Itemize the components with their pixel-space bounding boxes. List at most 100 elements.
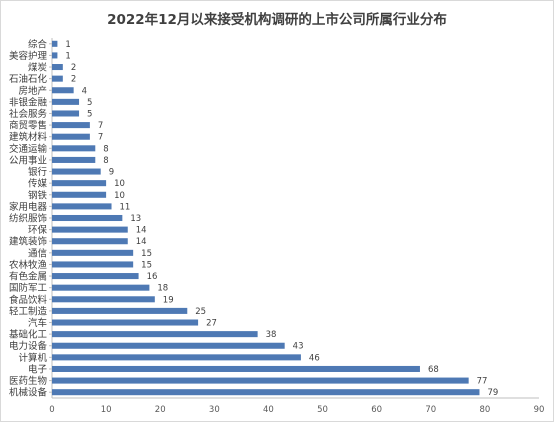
- bar: [52, 156, 96, 163]
- value-label: 9: [109, 168, 114, 178]
- category-label: 房地产: [18, 85, 47, 97]
- category-label: 建筑装饰: [9, 236, 47, 248]
- value-label: 25: [195, 307, 206, 317]
- category-label: 食品饮料: [9, 294, 48, 306]
- bar: [52, 133, 90, 140]
- category-label: 社会服务: [9, 108, 48, 120]
- value-label: 19: [163, 295, 174, 305]
- value-label: 1: [65, 40, 70, 50]
- value-label: 13: [130, 214, 141, 224]
- x-tick-label: 40: [263, 405, 274, 415]
- bar: [52, 238, 128, 245]
- bar: [52, 249, 134, 256]
- category-label: 基础化工: [9, 329, 48, 341]
- category-label: 建筑材料: [9, 131, 48, 143]
- x-tick-label: 60: [371, 405, 382, 415]
- value-label: 5: [87, 109, 92, 119]
- x-tick-label: 30: [209, 405, 220, 415]
- category-label: 通信: [28, 247, 47, 259]
- category-label: 国防军工: [9, 282, 48, 294]
- value-label: 27: [206, 319, 217, 329]
- category-label: 环保: [28, 224, 48, 236]
- bar: [52, 284, 150, 291]
- bar: [52, 319, 199, 326]
- category-label: 银行: [28, 166, 48, 178]
- bar: [52, 191, 107, 198]
- value-label: 1: [65, 51, 70, 61]
- bar: [52, 296, 155, 303]
- category-label: 计算机: [18, 352, 47, 364]
- bar: [52, 365, 420, 372]
- chart-title: 2022年12月以来接受机构调研的上市公司所属行业分布: [107, 12, 447, 28]
- value-label: 11: [120, 202, 131, 212]
- category-label: 家用电器: [9, 201, 48, 213]
- category-label: 综合: [28, 38, 48, 50]
- bar: [52, 145, 96, 152]
- bar: [52, 307, 188, 314]
- value-label: 7: [98, 133, 103, 143]
- value-label: 68: [428, 365, 439, 375]
- bar: [52, 122, 90, 129]
- value-label: 79: [487, 388, 498, 398]
- category-label: 传媒: [28, 178, 48, 190]
- x-tick-label: 90: [534, 405, 545, 415]
- bar: [52, 273, 139, 280]
- value-label: 2: [71, 75, 76, 85]
- category-label: 公用事业: [9, 154, 47, 166]
- category-label: 电力设备: [9, 340, 48, 352]
- value-label: 16: [147, 272, 158, 282]
- bar: [52, 342, 285, 349]
- bar: [52, 180, 107, 187]
- category-label: 轻工制造: [9, 305, 48, 317]
- category-label: 有色金属: [9, 271, 47, 283]
- value-label: 8: [103, 156, 108, 166]
- x-tick-label: 0: [49, 405, 54, 415]
- bar: [52, 214, 123, 222]
- category-label: 农林牧渔: [9, 259, 48, 271]
- value-label: 2: [71, 63, 76, 73]
- x-tick-label: 70: [425, 405, 436, 415]
- bar: [52, 389, 480, 396]
- value-label: 15: [141, 249, 152, 259]
- bar: [52, 226, 128, 233]
- value-label: 14: [136, 226, 147, 236]
- bar: [52, 203, 112, 210]
- value-label: 38: [266, 330, 277, 340]
- category-label: 美容护理: [9, 50, 48, 62]
- bar: [52, 110, 80, 117]
- bar: [52, 168, 101, 175]
- bar: [52, 98, 80, 105]
- x-tick-label: 80: [479, 405, 490, 415]
- category-label: 医药生物: [9, 375, 48, 387]
- bar: [52, 52, 58, 59]
- bar: [52, 261, 134, 268]
- bar: [52, 377, 469, 384]
- category-label: 纺织服饰: [9, 213, 47, 225]
- value-label: 43: [293, 342, 304, 352]
- bar: [52, 64, 63, 71]
- category-label: 汽车: [28, 317, 47, 329]
- value-label: 46: [309, 353, 320, 363]
- category-label: 钢铁: [28, 189, 48, 201]
- category-label: 商贸零售: [9, 120, 47, 132]
- value-label: 18: [157, 284, 168, 294]
- value-label: 77: [477, 377, 488, 387]
- value-label: 7: [98, 121, 103, 131]
- value-label: 5: [87, 98, 92, 108]
- category-label: 煤炭: [28, 62, 48, 74]
- bar: [52, 354, 301, 361]
- value-label: 14: [136, 237, 147, 247]
- value-label: 8: [103, 144, 108, 154]
- bar: [52, 40, 58, 47]
- bar: [52, 75, 63, 82]
- value-label: 4: [82, 86, 87, 96]
- category-label: 非银金融: [9, 96, 48, 108]
- category-label: 电子: [28, 363, 48, 375]
- category-label: 交通运输: [9, 143, 48, 155]
- bar: [52, 87, 74, 94]
- bar: [52, 331, 258, 338]
- value-label: 10: [114, 179, 125, 189]
- value-label: 10: [114, 191, 125, 201]
